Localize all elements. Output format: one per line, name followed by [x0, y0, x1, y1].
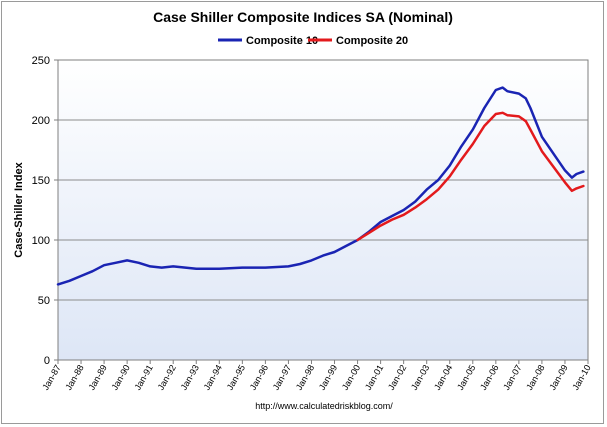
x-tick-label-Jan-97: Jan-97 — [271, 363, 293, 392]
x-tick-label-Jan-90: Jan-90 — [109, 363, 131, 392]
legend: Composite 10 Composite 20 — [218, 35, 408, 47]
y-tick-label-200: 200 — [32, 115, 50, 127]
source-url: http://www.calculatedriskblog.com/ — [255, 401, 393, 411]
x-tick-label-Jan-89: Jan-89 — [86, 363, 108, 392]
x-tick-label-Jan-01: Jan-01 — [363, 363, 385, 392]
x-tick-label-Jan-06: Jan-06 — [478, 363, 500, 392]
legend-label-2: Composite 20 — [336, 35, 408, 47]
x-tick-label-Jan-88: Jan-88 — [63, 363, 85, 392]
y-axis-ticks: 0 50 100 150 200 250 — [32, 55, 58, 367]
x-tick-label-Jan-00: Jan-00 — [340, 363, 362, 392]
x-tick-label-Jan-96: Jan-96 — [248, 363, 270, 392]
legend-label-1: Composite 10 — [246, 35, 318, 47]
x-tick-label-Jan-02: Jan-02 — [386, 363, 408, 392]
x-tick-label-Jan-08: Jan-08 — [524, 363, 546, 392]
series-group — [56, 86, 585, 286]
y-tick-label-150: 150 — [32, 175, 50, 187]
plot-area — [57, 59, 589, 361]
x-tick-label-Jan-98: Jan-98 — [294, 363, 316, 392]
x-tick-label-Jan-10: Jan-10 — [570, 363, 592, 392]
chart-title: Case Shiller Composite Indices SA (Nomin… — [153, 9, 453, 25]
x-tick-label-Jan-03: Jan-03 — [409, 363, 431, 392]
x-tick-label-Jan-05: Jan-05 — [455, 363, 477, 392]
x-tick-label-Jan-09: Jan-09 — [547, 363, 569, 392]
y-tick-label-0: 0 — [44, 355, 50, 367]
x-tick-label-Jan-94: Jan-94 — [202, 363, 224, 392]
y-tick-label-100: 100 — [32, 235, 50, 247]
x-tick-label-Jan-07: Jan-07 — [501, 363, 523, 392]
gridlines — [58, 119, 588, 301]
x-tick-label-Jan-95: Jan-95 — [225, 363, 247, 392]
y-axis-label: Case-Shiller Index — [13, 161, 25, 257]
series-line-composite-20 — [356, 111, 585, 242]
y-tick-label-250: 250 — [32, 55, 50, 67]
x-tick-label-Jan-91: Jan-91 — [132, 363, 154, 392]
x-tick-label-Jan-87: Jan-87 — [40, 363, 62, 392]
x-tick-label-Jan-04: Jan-04 — [432, 363, 454, 392]
x-tick-label-Jan-99: Jan-99 — [317, 363, 339, 392]
x-tick-label-Jan-92: Jan-92 — [156, 363, 178, 392]
x-axis-ticks: Jan-87 Jan-88 Jan-89 Jan-90 Jan-91 Jan-92 Jan-… — [40, 360, 593, 392]
y-tick-label-50: 50 — [38, 295, 50, 307]
x-tick-label-Jan-93: Jan-93 — [179, 363, 201, 392]
